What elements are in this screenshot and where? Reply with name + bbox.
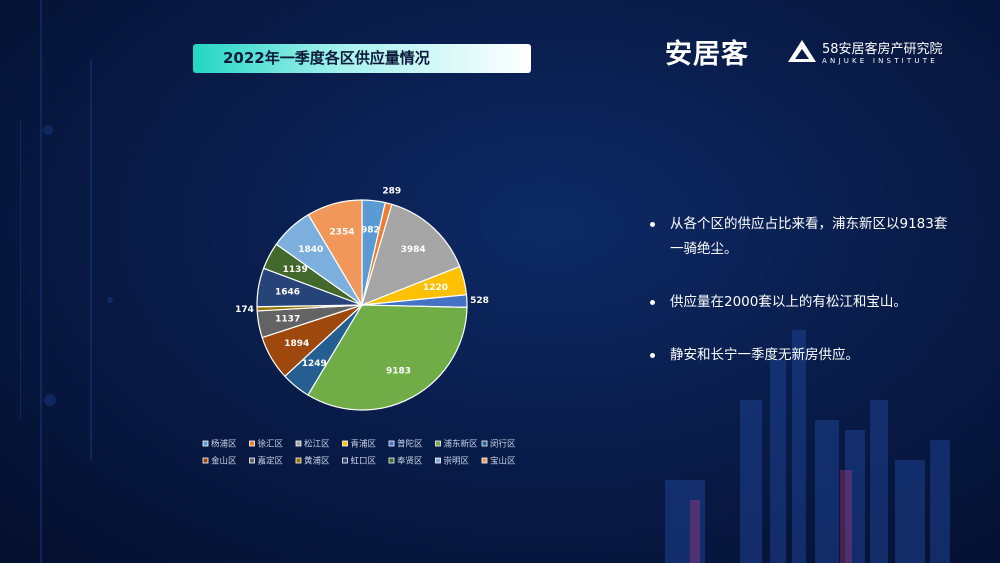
data-label: 174 [235,305,254,315]
legend-label: 黄浦区 [304,456,330,467]
bullet: 供应量在2000套以上的有松江和宝山。 [648,290,948,315]
legend-label: 金山区 [211,456,237,467]
legend-label: 徐汇区 [258,439,284,450]
legend-swatch [295,457,302,464]
data-label: 3984 [401,245,426,255]
legend-label: 奉贤区 [397,456,423,467]
data-label: 9183 [386,367,411,377]
pie-slice [307,304,468,411]
bullet: 从各个区的供应占比来看，浦东新区以9183套一骑绝尘。 [648,212,948,262]
legend-label: 闵行区 [490,439,516,450]
pie-slice [361,203,461,307]
bullet: 静安和长宁一季度无新房供应。 [648,343,948,368]
legend-label: 青浦区 [351,439,377,450]
legend-swatch [202,457,209,464]
legend-label: 杨浦区 [211,439,237,450]
institute-english: ANJUKE INSTITUTE [822,57,938,65]
legend-swatch [342,457,348,464]
data-label: 1137 [275,314,300,324]
data-label: 1139 [283,265,308,275]
data-label: 2354 [329,228,354,238]
legend-swatch [249,457,255,464]
chart-title: 2022年一季度各区供应量情况 [193,44,531,73]
institute-name: 58安居客房产研究院 [822,42,943,57]
pie-slice [307,199,363,308]
legend-swatch [342,440,348,447]
institute-icon [788,40,816,62]
legend-swatch [295,440,302,447]
legend-swatch [388,457,395,464]
legend-label: 嘉定区 [258,456,284,467]
legend-label: 浦东新区 [444,439,479,450]
logo: 安居客 [665,39,749,70]
data-label: 528 [470,296,489,306]
bullet-list: 从各个区的供应占比来看，浦东新区以9183套一骑绝尘。供应量在2000套以上的有… [648,212,948,396]
legend-swatch [388,440,395,447]
data-label: 1646 [275,288,300,298]
legend-swatch [202,440,209,447]
data-label: 1220 [423,283,448,293]
legend-label: 普陀区 [397,439,423,450]
legend-label: 松江区 [304,439,330,450]
legend-label: 虹口区 [351,457,377,467]
legend-swatch [481,457,488,464]
data-label: 982 [361,225,380,235]
data-label: 1840 [298,245,323,255]
data-label: 1894 [284,339,309,349]
data-label: 289 [382,187,401,197]
legend-label: 宝山区 [490,456,516,467]
legend-swatch [435,457,441,464]
data-label: 1249 [302,359,327,369]
legend-label: 崇明区 [444,457,470,467]
legend-swatch [481,440,488,447]
legend-swatch [435,440,441,447]
legend-swatch [249,440,255,447]
